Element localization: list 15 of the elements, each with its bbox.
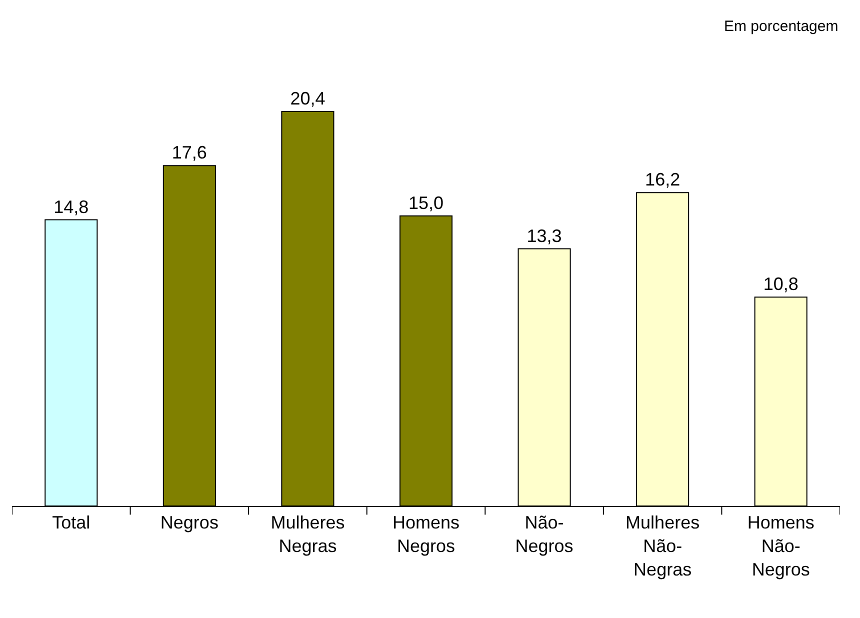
x-tick-label: Total: [52, 512, 90, 533]
x-tick-label: Homens Negros: [392, 512, 460, 556]
x-tick-label: Não-Negros: [515, 512, 574, 556]
x-tick-label: Mulheres Não-Negras: [626, 512, 700, 580]
data-label: 13,3: [526, 226, 562, 246]
data-label: 16,2: [645, 170, 680, 190]
x-tick-label: Homens Não-Negros: [747, 512, 814, 580]
data-label: 10,8: [763, 274, 798, 294]
data-label: 17,6: [172, 142, 207, 163]
x-tick-label: Negros: [160, 512, 218, 533]
data-label: 15,0: [408, 192, 444, 213]
data-label: 20,4: [290, 88, 326, 108]
text: Em porcentagem: [724, 18, 838, 35]
x-tick-label: Mulheres Negras: [270, 512, 345, 556]
data-label: 14,8: [54, 196, 89, 217]
